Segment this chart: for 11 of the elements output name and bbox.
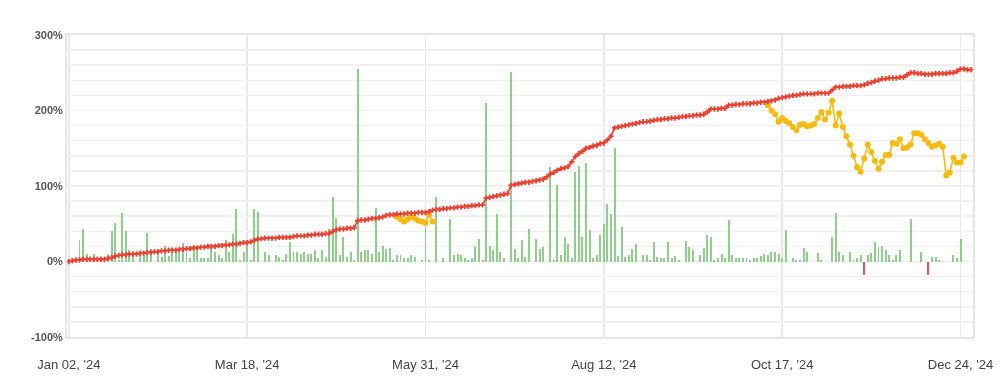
x-tick-label: Oct 17, '24 xyxy=(750,356,814,372)
y-tick-label: 100% xyxy=(34,179,64,192)
x-tick-label: Aug 12, '24 xyxy=(571,356,637,372)
x-tick-label: Dec 24, '24 xyxy=(927,356,994,372)
y-tick-label: 200% xyxy=(34,104,64,117)
y-tick-label: 300% xyxy=(34,28,64,41)
y-tick-label: 0% xyxy=(46,255,64,268)
y-tick-label: -100% xyxy=(31,330,64,343)
x-tick-label: May 31, '24 xyxy=(392,356,459,372)
x-tick-label: Jan 02, '24 xyxy=(37,356,101,372)
x-tick-label: Mar 18, '24 xyxy=(214,356,280,372)
